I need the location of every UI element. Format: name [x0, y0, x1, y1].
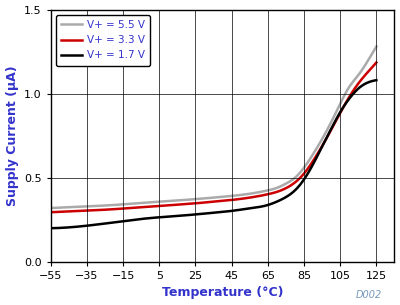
V+ = 5.5 V [240, 193, 245, 196]
V+ = 5.5 V [196, 197, 200, 201]
V+ = 3.3 V [196, 201, 200, 205]
V+ = 1.7 V [266, 203, 270, 207]
V+ = 5.5 V [48, 206, 53, 210]
V+ = 3.3 V [132, 206, 137, 210]
V+ = 1.7 V [374, 78, 379, 82]
V+ = 1.7 V [240, 208, 245, 211]
V+ = 3.3 V [374, 61, 379, 64]
X-axis label: Temperature (°C): Temperature (°C) [162, 286, 283, 300]
V+ = 1.7 V [48, 226, 53, 230]
V+ = 5.5 V [266, 188, 270, 192]
V+ = 1.7 V [196, 212, 200, 216]
V+ = 5.5 V [106, 203, 111, 207]
V+ = 3.3 V [294, 180, 298, 184]
V+ = 1.7 V [132, 218, 137, 221]
V+ = 1.7 V [106, 221, 111, 225]
Legend: V+ = 5.5 V, V+ = 3.3 V, V+ = 1.7 V: V+ = 5.5 V, V+ = 3.3 V, V+ = 1.7 V [56, 15, 150, 66]
Line: V+ = 1.7 V: V+ = 1.7 V [51, 80, 376, 228]
V+ = 3.3 V [240, 197, 245, 200]
Text: D002: D002 [356, 290, 382, 300]
V+ = 5.5 V [374, 45, 379, 48]
V+ = 5.5 V [132, 202, 137, 205]
V+ = 1.7 V [294, 188, 298, 191]
Line: V+ = 3.3 V: V+ = 3.3 V [51, 63, 376, 212]
Y-axis label: Supply Current (μA): Supply Current (μA) [6, 65, 18, 206]
V+ = 5.5 V [294, 175, 298, 179]
Line: V+ = 5.5 V: V+ = 5.5 V [51, 47, 376, 208]
V+ = 3.3 V [266, 192, 270, 196]
V+ = 3.3 V [106, 208, 111, 211]
V+ = 3.3 V [48, 210, 53, 214]
